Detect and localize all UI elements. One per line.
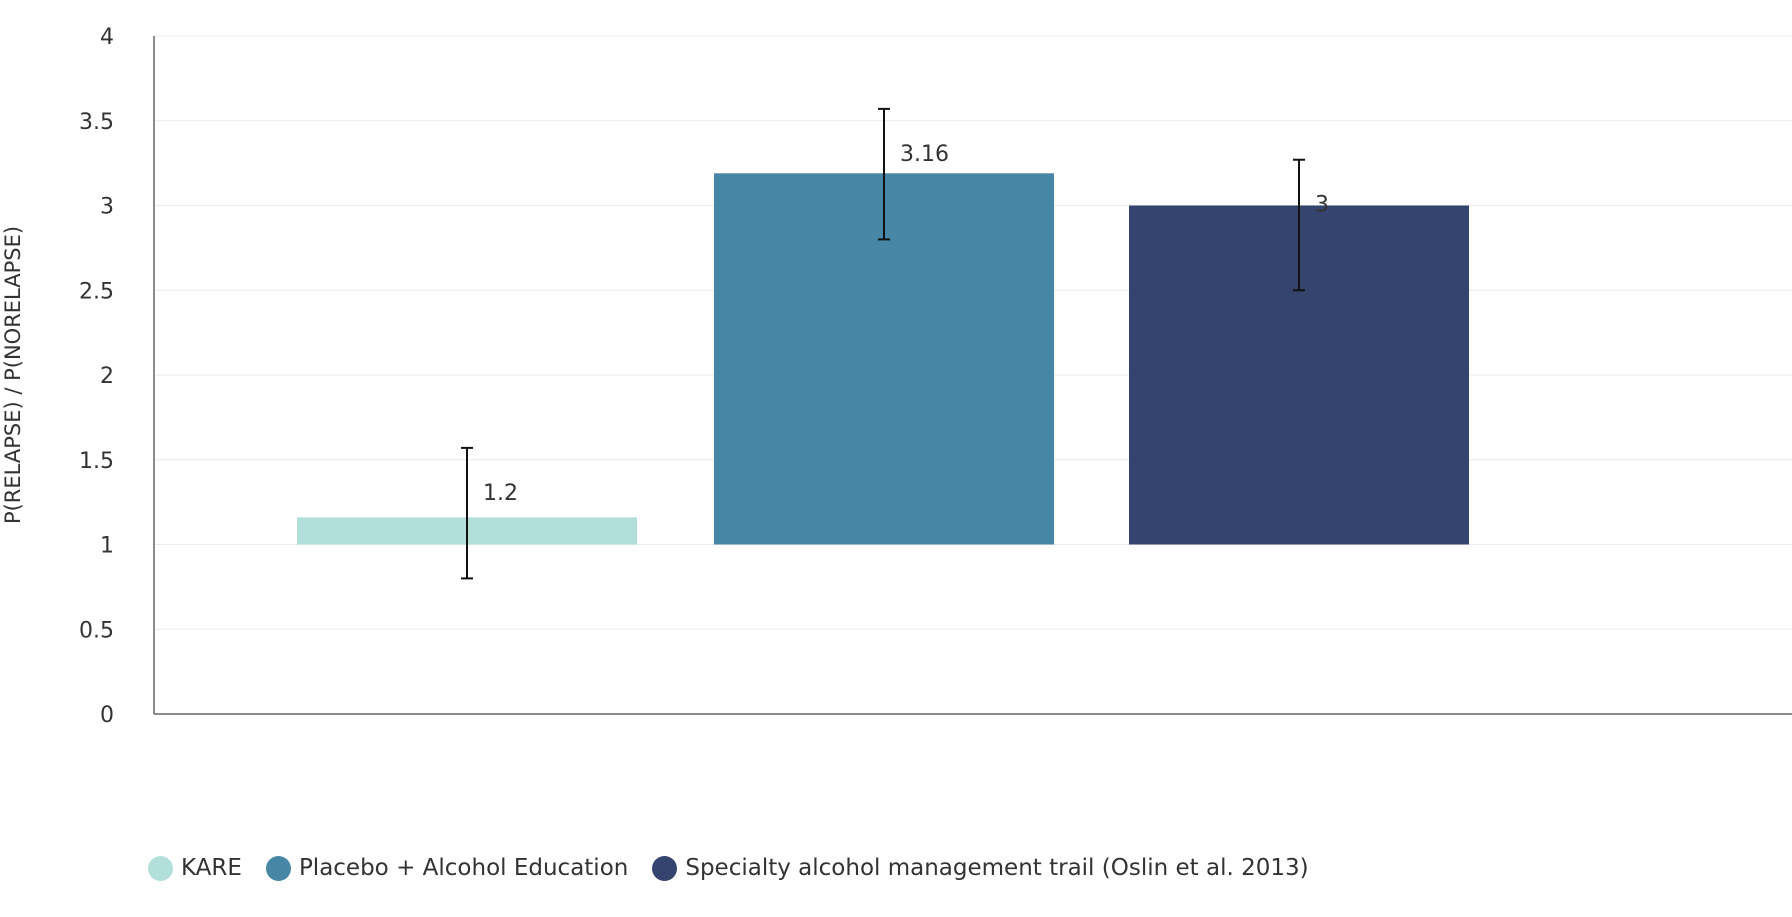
error-bar-1 [878,107,890,241]
data-label-1: 3.16 [900,142,949,167]
error-bar-2 [1293,158,1305,292]
y-tick-label: 2.5 [79,279,114,304]
y-tick-label: 3.5 [79,110,114,135]
y-tick-label: 2 [100,364,114,389]
y-tick-label: 0.5 [79,618,114,643]
y-axis-ticks: 0 0.5 1 1.5 2 2.5 3 3.5 4 [79,25,114,728]
legend-label-specialty: Specialty alcohol management trail (Osli… [685,855,1309,881]
legend-swatch-kare [148,855,173,881]
data-label-2: 3 [1315,193,1329,218]
data-labels: 1.2 3.16 3 [483,142,1329,506]
error-bar-0 [461,446,473,580]
y-tick-label: 4 [100,25,114,50]
y-tick-label: 1.5 [79,449,114,474]
legend-swatch-specialty [652,855,678,881]
legend: KARE Placebo + Alcohol Education Special… [148,855,1333,881]
data-label-0: 1.2 [483,481,518,506]
y-tick-label: 1 [100,534,114,559]
legend-item-kare: KARE [148,855,242,881]
legend-item-placebo: Placebo + Alcohol Education [265,855,629,881]
legend-item-specialty: Specialty alcohol management trail (Osli… [652,855,1309,881]
legend-label-kare: KARE [181,855,242,881]
bars [297,173,1469,545]
error-bars [461,107,1305,580]
legend-label-placebo: Placebo + Alcohol Education [298,855,629,881]
y-axis-label: P(RELAPSE) / P(NORELAPSE) [1,226,25,524]
legend-swatch-placebo [265,855,291,881]
y-tick-label: 0 [100,703,114,728]
y-tick-label: 3 [100,195,114,220]
